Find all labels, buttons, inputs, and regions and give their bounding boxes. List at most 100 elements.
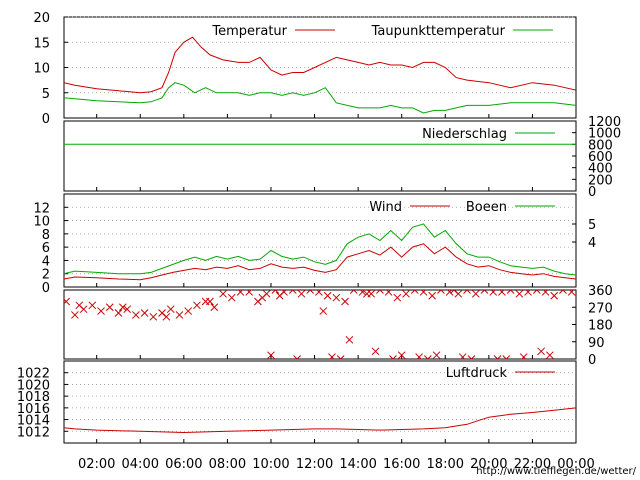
direction-point — [227, 293, 236, 302]
direction-point — [166, 305, 175, 314]
direction-point — [432, 351, 441, 359]
direction-point — [71, 311, 79, 319]
y-right-tick-label: 800 — [588, 138, 613, 153]
direction-point — [319, 307, 328, 315]
x-tick-label: 00:00 — [557, 457, 594, 472]
direction-point — [162, 312, 171, 321]
direction-point — [64, 297, 71, 306]
direction-point — [428, 291, 437, 300]
y-tick-label: 0 — [42, 281, 50, 296]
y-tick-label: 1020 — [17, 378, 50, 393]
direction-point — [371, 347, 380, 356]
direction-point — [376, 290, 384, 294]
series-line-taupunkttemperatur — [64, 82, 576, 114]
y-tick-label: 2 — [42, 268, 50, 283]
direction-point — [524, 290, 532, 296]
x-tick-label: 16:00 — [383, 457, 420, 472]
direction-point — [515, 290, 524, 298]
x-axis: 02:00 04:00 06:00 08:00 10:00 12:00 14:00 16:00… — [78, 114, 595, 472]
y-tick-label: 8 — [42, 228, 50, 243]
y-right-tick-label: 90 — [588, 336, 605, 351]
direction-point — [559, 290, 567, 294]
direction-point — [105, 303, 114, 312]
y-right-tick-label: 0 — [588, 353, 596, 368]
series-line-temperatur — [64, 36, 576, 94]
x-tick-label: 18:00 — [427, 457, 464, 472]
direction-point — [506, 290, 515, 294]
direction-point — [445, 290, 454, 296]
x-tick-label: 04:00 — [122, 457, 159, 472]
direction-point — [384, 290, 393, 296]
direction-point — [402, 290, 410, 298]
direction-point — [458, 353, 467, 359]
legend-entry: Boeen — [466, 200, 555, 215]
direction-point — [567, 290, 576, 296]
y-tick-label: 0 — [42, 112, 50, 127]
direction-point — [389, 355, 397, 359]
direction-point — [118, 303, 127, 312]
direction-point — [463, 290, 471, 294]
direction-point — [275, 291, 284, 300]
direction-point — [349, 290, 358, 294]
direction-point — [306, 290, 315, 294]
y-right-tick-label: 1200 — [588, 115, 621, 130]
x-tick-label: 10:00 — [252, 457, 289, 472]
direction-point — [332, 293, 341, 302]
direction-point — [546, 351, 554, 359]
direction-point — [541, 290, 550, 296]
direction-point — [467, 355, 476, 359]
y-right-tick-label: 360 — [588, 284, 613, 299]
panel-frame — [63, 360, 577, 444]
y-right-tick-label: 180 — [588, 319, 613, 334]
y-tick-label: 1016 — [17, 402, 50, 417]
series-line-wind — [64, 243, 576, 281]
direction-point — [362, 290, 371, 298]
series-line-boeen — [64, 223, 576, 276]
direction-point — [193, 301, 201, 310]
direction-point — [471, 290, 480, 298]
y-right-tick-label: 4 — [588, 236, 596, 251]
direction-point — [550, 291, 559, 300]
y-tick-label: 1018 — [17, 390, 50, 405]
source-url: http://www.tiefflegen.de/wetter/ — [476, 466, 636, 477]
direction-point — [345, 335, 354, 344]
y-tick-label: 10 — [33, 215, 50, 230]
direction-point — [271, 290, 280, 294]
y-right-tick-label: 600 — [588, 150, 613, 165]
direction-point — [236, 290, 245, 296]
x-tick-label: 14:00 — [339, 457, 376, 472]
direction-point — [341, 297, 349, 306]
direction-point — [140, 309, 149, 317]
direction-point — [315, 290, 323, 296]
legend-entry: Luftdruck — [446, 366, 555, 381]
series-line-luftdruck — [64, 407, 576, 434]
y-tick-label: 4 — [42, 254, 50, 269]
direction-point — [393, 293, 402, 302]
direction-point — [450, 290, 458, 294]
y-tick-label: 20 — [33, 11, 50, 26]
direction-point — [206, 297, 214, 306]
direction-point — [97, 307, 105, 315]
direction-point — [519, 353, 528, 359]
direction-point — [123, 305, 132, 314]
legend-label: Taupunkttemperatur — [371, 24, 506, 39]
direction-point — [415, 353, 423, 359]
y-tick-label: 6 — [42, 241, 50, 256]
y-tick-label: 1022 — [17, 367, 50, 382]
y-right-tick-label: 270 — [588, 301, 613, 316]
direction-point — [423, 355, 432, 359]
legend-entry: Wind — [369, 200, 450, 215]
legend-label: Luftdruck — [446, 366, 508, 381]
direction-point — [114, 309, 123, 317]
x-tick-label: 20:00 — [470, 457, 507, 472]
y-tick-label: 10 — [33, 62, 50, 77]
direction-point — [328, 353, 336, 359]
legend-label: Wind — [369, 200, 402, 215]
x-tick-label: 06:00 — [165, 457, 202, 472]
y-tick-label: 1012 — [17, 425, 50, 440]
direction-point — [258, 293, 267, 302]
legend-label: Boeen — [466, 200, 507, 215]
y-right-tick-label: 400 — [588, 162, 613, 177]
